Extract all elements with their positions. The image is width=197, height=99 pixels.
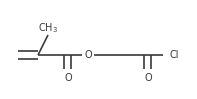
Text: O: O [84, 50, 92, 60]
Text: O: O [144, 73, 152, 83]
Text: Cl: Cl [170, 50, 179, 60]
Text: CH$_3$: CH$_3$ [38, 21, 58, 35]
Text: O: O [64, 73, 72, 83]
